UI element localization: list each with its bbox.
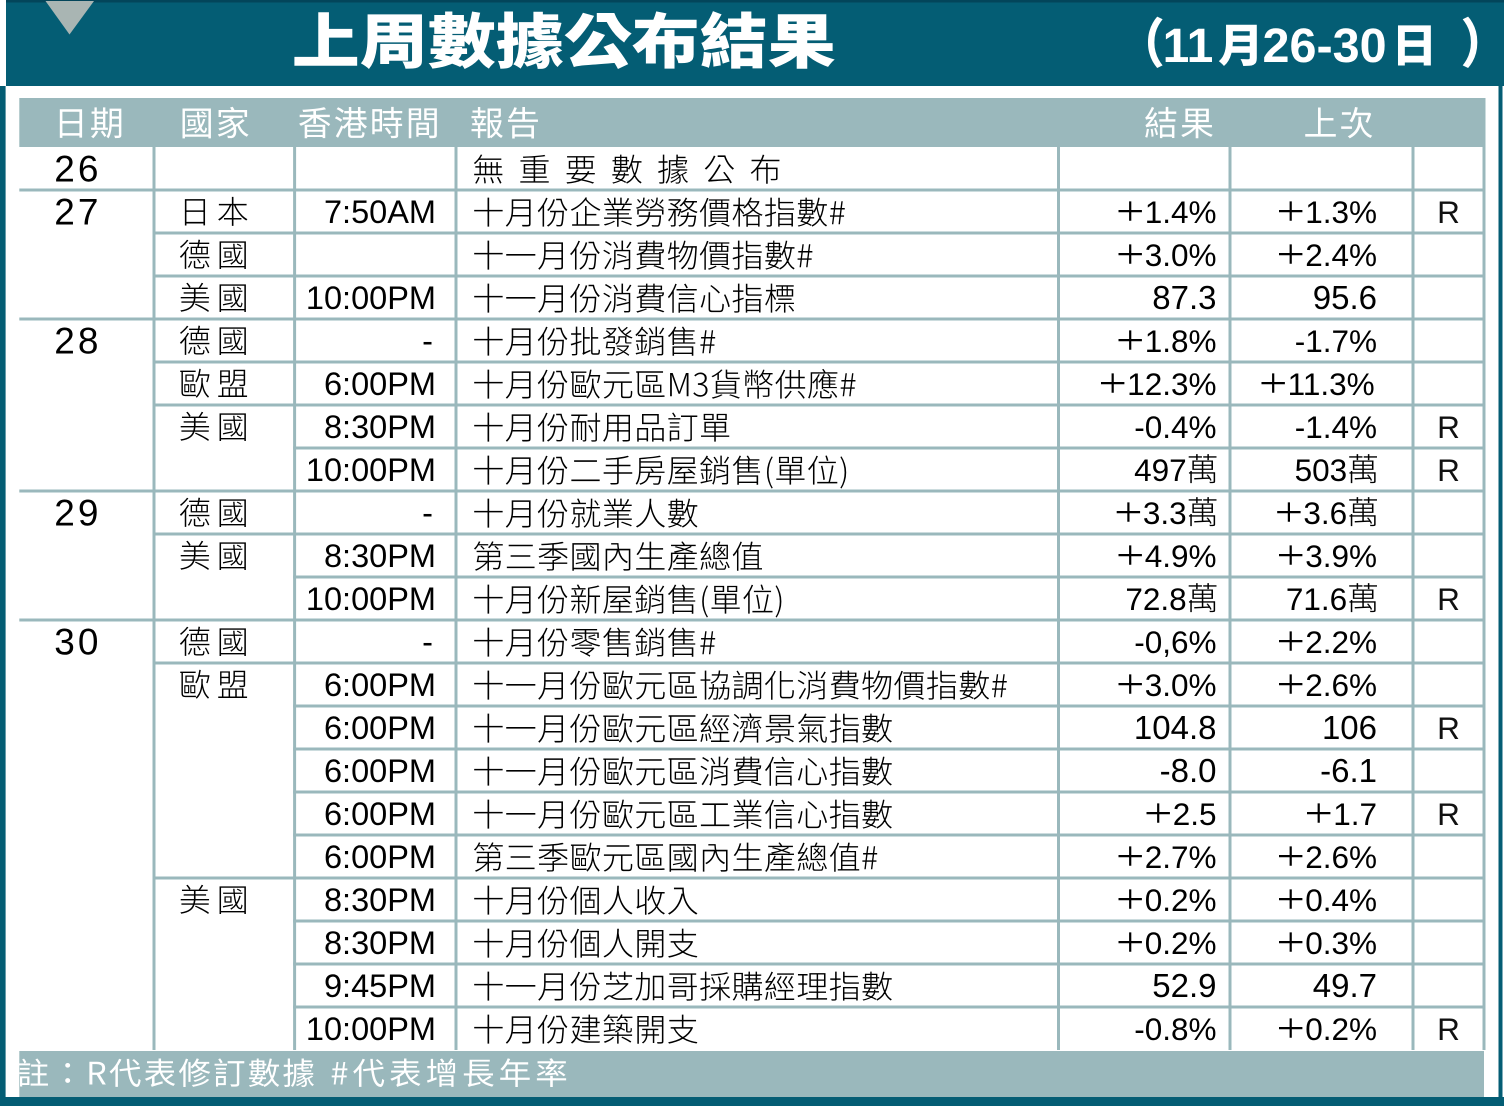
svg-text:-6.1: -6.1 xyxy=(1320,752,1377,789)
svg-text:-: - xyxy=(422,624,433,660)
svg-text:3.3: 3.3 xyxy=(1143,495,1187,531)
svg-text:8:30PM: 8:30PM xyxy=(324,882,436,918)
svg-text:R: R xyxy=(1437,1011,1460,1047)
svg-text:10:00PM: 10:00PM xyxy=(306,280,436,316)
svg-text:3.9%: 3.9% xyxy=(1305,538,1377,574)
svg-text:11.3%: 11.3% xyxy=(1288,366,1375,402)
svg-text:R: R xyxy=(1437,409,1460,445)
svg-text:1.3%: 1.3% xyxy=(1305,194,1377,230)
svg-text:9:45PM: 9:45PM xyxy=(324,968,436,1004)
svg-text:2.7%: 2.7% xyxy=(1145,839,1217,875)
svg-text:49.7: 49.7 xyxy=(1313,967,1377,1004)
svg-text:R: R xyxy=(1437,710,1460,746)
svg-text:87.3: 87.3 xyxy=(1152,279,1216,316)
svg-text:10:00PM: 10:00PM xyxy=(306,581,436,617)
svg-text:2.2%: 2.2% xyxy=(1305,624,1377,660)
svg-text:10:00PM: 10:00PM xyxy=(306,1011,436,1047)
svg-text:3.6: 3.6 xyxy=(1303,495,1347,531)
svg-text:6:00PM: 6:00PM xyxy=(324,839,436,875)
svg-text:R: R xyxy=(1437,796,1460,832)
svg-text:27: 27 xyxy=(54,192,101,233)
svg-text:2.6%: 2.6% xyxy=(1305,667,1377,703)
svg-text:0.2%: 0.2% xyxy=(1305,1011,1377,1047)
svg-text:52.9: 52.9 xyxy=(1152,967,1216,1004)
svg-text:4.9%: 4.9% xyxy=(1145,538,1217,574)
svg-text:6:00PM: 6:00PM xyxy=(324,710,436,746)
svg-text:12.3%: 12.3% xyxy=(1127,366,1216,402)
svg-text:0.3%: 0.3% xyxy=(1305,925,1377,961)
svg-text:-1.7%: -1.7% xyxy=(1295,323,1377,359)
svg-text:-0.4%: -0.4% xyxy=(1134,409,1216,445)
svg-text:6:00PM: 6:00PM xyxy=(324,753,436,789)
svg-text:95.6: 95.6 xyxy=(1313,279,1377,316)
svg-text:6:00PM: 6:00PM xyxy=(324,667,436,703)
svg-text:-0.8%: -0.8% xyxy=(1134,1011,1216,1047)
svg-text:0.4%: 0.4% xyxy=(1305,882,1377,918)
svg-text:8:30PM: 8:30PM xyxy=(324,925,436,961)
svg-text:R: R xyxy=(1437,581,1460,617)
svg-text:8:30PM: 8:30PM xyxy=(324,409,436,445)
svg-text:-0,6%: -0,6% xyxy=(1134,624,1216,660)
svg-text:-: - xyxy=(422,323,433,359)
svg-text:11: 11 xyxy=(1163,20,1214,73)
svg-text:3.0%: 3.0% xyxy=(1145,237,1217,273)
svg-text:72.8: 72.8 xyxy=(1125,581,1186,617)
svg-text:503: 503 xyxy=(1295,452,1348,488)
svg-text:1.7: 1.7 xyxy=(1333,796,1377,832)
svg-text:3.0%: 3.0% xyxy=(1145,667,1217,703)
svg-text:6:00PM: 6:00PM xyxy=(324,366,436,402)
svg-text:8:30PM: 8:30PM xyxy=(324,538,436,574)
svg-text:-: - xyxy=(422,495,433,531)
svg-text:R: R xyxy=(1437,452,1460,488)
svg-text:1.4%: 1.4% xyxy=(1145,194,1217,230)
svg-text:28: 28 xyxy=(54,321,101,362)
svg-text:30: 30 xyxy=(54,622,101,663)
svg-text:2.6%: 2.6% xyxy=(1305,839,1377,875)
svg-text:-8.0: -8.0 xyxy=(1160,752,1217,789)
svg-text:6:00PM: 6:00PM xyxy=(324,796,436,832)
svg-text:R: R xyxy=(1437,194,1460,230)
svg-text:26-30: 26-30 xyxy=(1263,19,1387,73)
svg-text:104.8: 104.8 xyxy=(1134,709,1217,746)
svg-text:7:50AM: 7:50AM xyxy=(324,194,436,230)
svg-text:71.6: 71.6 xyxy=(1286,581,1347,617)
svg-text:2.4%: 2.4% xyxy=(1305,237,1377,273)
svg-text:0.2%: 0.2% xyxy=(1145,882,1217,918)
svg-text:106: 106 xyxy=(1322,709,1377,746)
svg-text:1.8%: 1.8% xyxy=(1145,323,1217,359)
svg-text:26: 26 xyxy=(54,149,101,190)
svg-text:2.5: 2.5 xyxy=(1173,796,1217,832)
svg-text:497: 497 xyxy=(1134,452,1187,488)
svg-text:0.2%: 0.2% xyxy=(1145,925,1217,961)
svg-text:29: 29 xyxy=(54,493,101,534)
svg-text:-1.4%: -1.4% xyxy=(1295,409,1377,445)
svg-text:10:00PM: 10:00PM xyxy=(306,452,436,488)
